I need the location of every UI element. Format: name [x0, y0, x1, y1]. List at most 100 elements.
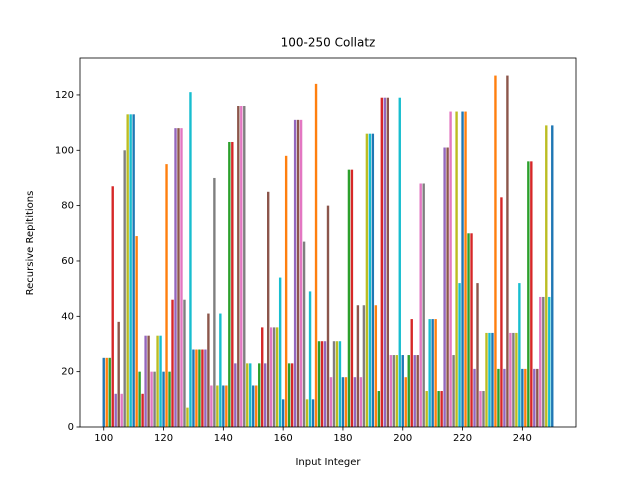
bar	[102, 357, 105, 427]
bar	[497, 368, 500, 427]
bar	[293, 119, 297, 428]
bar	[434, 319, 437, 427]
bar	[198, 349, 201, 427]
bar	[168, 371, 171, 427]
bar	[398, 97, 401, 427]
bar	[326, 205, 330, 427]
x-tick-label: 180	[333, 433, 352, 444]
bar	[314, 83, 318, 427]
y-tick-label: 120	[55, 90, 74, 101]
bar	[156, 335, 159, 427]
bar	[533, 368, 536, 427]
bar	[174, 128, 177, 428]
bar	[428, 319, 431, 427]
bar	[374, 305, 378, 427]
y-tick-label: 0	[68, 422, 74, 433]
bar	[296, 119, 300, 428]
x-tick-label: 220	[453, 433, 472, 444]
bar	[518, 283, 521, 427]
bar	[380, 97, 384, 427]
bar	[278, 277, 282, 427]
bar	[275, 327, 279, 427]
bar	[255, 385, 258, 427]
bar	[258, 363, 261, 427]
bar	[419, 183, 422, 427]
bar	[192, 349, 195, 427]
bar	[455, 111, 458, 427]
bar	[413, 355, 416, 427]
bar	[392, 355, 395, 427]
bar	[401, 355, 404, 427]
x-tick-label: 140	[214, 433, 233, 444]
bar	[425, 391, 428, 427]
bar	[338, 341, 342, 427]
bar	[515, 332, 518, 427]
bar	[395, 355, 398, 427]
bar	[138, 371, 141, 427]
bar	[356, 305, 360, 427]
bar	[488, 332, 491, 427]
bar	[207, 313, 210, 427]
bar	[150, 371, 153, 427]
bar	[377, 391, 381, 427]
bar	[195, 349, 198, 427]
bar	[350, 169, 354, 427]
y-tick-label: 40	[61, 311, 74, 322]
bar	[126, 114, 129, 427]
bar	[440, 391, 443, 427]
bar	[231, 141, 234, 427]
bar	[290, 363, 294, 427]
bar	[365, 133, 369, 427]
bar	[308, 291, 312, 427]
bar	[416, 355, 419, 427]
bar	[503, 368, 506, 427]
bar	[521, 368, 524, 427]
bar	[305, 399, 309, 427]
bar	[470, 233, 473, 427]
bar	[491, 332, 494, 427]
x-tick-label: 160	[274, 433, 293, 444]
bar	[261, 327, 264, 427]
bar	[189, 92, 192, 428]
chart-title: 100-250 Collatz	[281, 36, 376, 50]
y-tick-label: 20	[61, 367, 74, 378]
bar	[222, 385, 225, 427]
bar	[548, 296, 551, 427]
bar	[347, 169, 351, 427]
bar	[216, 385, 219, 427]
y-tick-label: 80	[61, 201, 74, 212]
bar	[105, 357, 108, 427]
bar	[120, 393, 123, 427]
bar	[323, 341, 327, 427]
bar	[147, 335, 150, 427]
bar	[422, 183, 425, 427]
bar	[407, 355, 410, 427]
bar	[180, 128, 183, 428]
bar	[287, 363, 291, 427]
bar	[117, 321, 120, 427]
bar	[494, 75, 497, 428]
x-tick-label: 100	[94, 433, 113, 444]
bar	[246, 363, 249, 427]
bar	[186, 407, 189, 427]
bar	[281, 399, 285, 427]
bar	[386, 97, 389, 427]
bar	[341, 377, 345, 427]
bar	[479, 391, 482, 427]
bar	[404, 377, 407, 427]
y-tick-label: 60	[61, 256, 74, 267]
bar	[311, 399, 315, 427]
bar	[320, 341, 324, 427]
bar	[135, 236, 138, 427]
axes-frame	[79, 57, 577, 428]
bar	[162, 371, 165, 427]
bar	[389, 355, 392, 427]
bar	[264, 363, 267, 427]
bar	[467, 233, 470, 427]
bar	[551, 125, 554, 428]
bar	[464, 111, 467, 427]
bar	[371, 133, 375, 427]
x-tick-label: 120	[154, 433, 173, 444]
bar	[219, 313, 222, 427]
